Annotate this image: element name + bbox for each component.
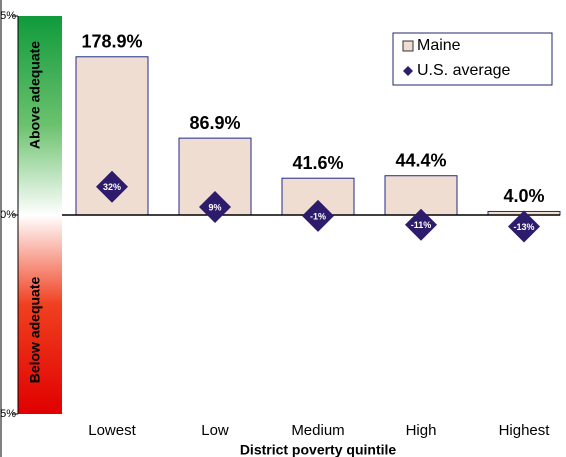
x-tick-label: Medium xyxy=(291,422,344,439)
legend-swatch xyxy=(402,40,414,52)
data-label: 9% xyxy=(208,202,221,212)
data-label: -13% xyxy=(513,222,534,232)
data-label: -1% xyxy=(310,211,326,221)
x-tick-label: High xyxy=(406,422,437,439)
y-tick-label: -225% xyxy=(0,408,16,420)
above-band xyxy=(18,16,62,215)
x-tick-label: Low xyxy=(201,422,229,439)
diamond-marker xyxy=(405,208,437,241)
x-axis-label: District poverty quintile xyxy=(240,442,397,457)
diamond-marker xyxy=(302,199,334,232)
diamond-marker xyxy=(96,170,128,203)
legend xyxy=(392,32,553,86)
x-tick-label: Highest xyxy=(499,422,551,439)
below-band xyxy=(18,215,62,414)
x-tick-label: Lowest xyxy=(88,422,136,439)
legend-label: U.S. average xyxy=(417,62,510,79)
annotation: Above adequate xyxy=(27,41,43,149)
data-label: 41.6% xyxy=(292,153,343,173)
annotation: Below adequate xyxy=(27,277,43,384)
data-label: 32% xyxy=(103,182,121,192)
bar xyxy=(384,175,458,216)
y-tick-label: 0% xyxy=(0,209,16,221)
legend-swatch xyxy=(403,66,413,76)
diamond-marker xyxy=(199,191,231,224)
data-label: 44.4% xyxy=(395,150,446,170)
data-label: 178.9% xyxy=(81,32,142,52)
legend-label: Maine xyxy=(417,37,461,54)
data-label: 4.0% xyxy=(503,186,544,206)
diamond-marker xyxy=(508,210,540,243)
y-tick-label: 225% xyxy=(0,10,16,22)
data-label: 86.9% xyxy=(189,113,240,133)
data-label: -11% xyxy=(411,220,432,230)
